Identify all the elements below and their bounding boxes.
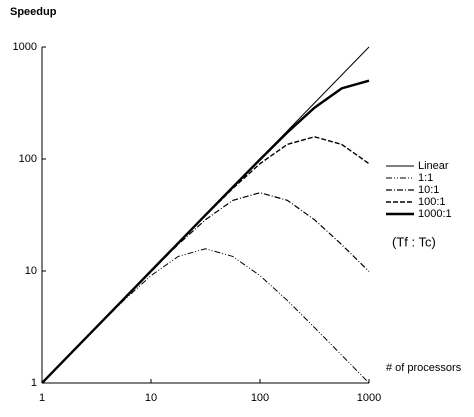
legend-label: 1:1 — [418, 172, 433, 184]
legend-label: 100:1 — [418, 196, 446, 208]
x-tick-label: 1 — [39, 392, 45, 404]
legend-label: Linear — [418, 160, 449, 172]
chart-title: Speedup — [10, 6, 57, 18]
legend-label: 10:1 — [418, 184, 439, 196]
x-tick-label: 10 — [145, 392, 157, 404]
series-line — [41, 192, 370, 384]
series-line — [41, 136, 370, 384]
y-tick-label: 1 — [31, 377, 37, 389]
series-line — [41, 248, 370, 384]
y-tick-label: 10 — [25, 265, 37, 277]
series-line — [41, 79, 370, 384]
annotation: (Tf : Tc) — [392, 234, 436, 249]
x-tick-label: 1000 — [357, 392, 381, 404]
x-axis-label: # of processors — [386, 362, 462, 374]
legend-label: 1000:1 — [418, 208, 452, 220]
y-tick-label: 100 — [19, 153, 37, 165]
x-tick-label: 100 — [251, 392, 269, 404]
y-tick-label: 1000 — [13, 41, 37, 53]
